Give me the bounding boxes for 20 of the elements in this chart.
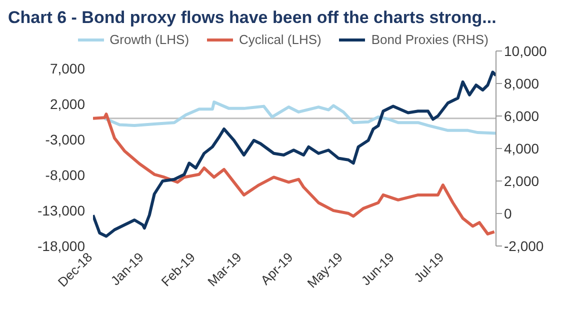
- y2-tick-label: 0: [504, 205, 512, 222]
- y-tick-label: 2,000: [50, 96, 86, 112]
- y2-tick-label: 6,000: [504, 108, 540, 124]
- y2-tick-label: 4,000: [504, 140, 540, 156]
- line-series: [103, 100, 496, 135]
- y-tick-label: -18,000: [38, 238, 86, 254]
- y2-tick-label: 10,000: [504, 42, 548, 59]
- y-tick-label: -3,000: [45, 132, 86, 148]
- line-series: [93, 112, 496, 236]
- y2-tick-label: 2,000: [504, 172, 540, 189]
- y-tick-label: -8,000: [45, 167, 86, 184]
- line-series: [93, 70, 496, 238]
- legend-label: Growth (LHS): [110, 32, 190, 47]
- y-tick-label: -13,000: [38, 202, 86, 219]
- y2-tick-label: 8,000: [504, 75, 540, 92]
- legend-label: Cyclical (LHS): [239, 32, 322, 47]
- y2-tick-label: -2,000: [504, 238, 544, 254]
- y-tick-label: 7,000: [50, 60, 86, 77]
- chart-title: Chart 6 - Bond proxy flows have been off the charts strong...: [8, 8, 498, 29]
- legend-label: Bond Proxies (RHS): [371, 32, 488, 47]
